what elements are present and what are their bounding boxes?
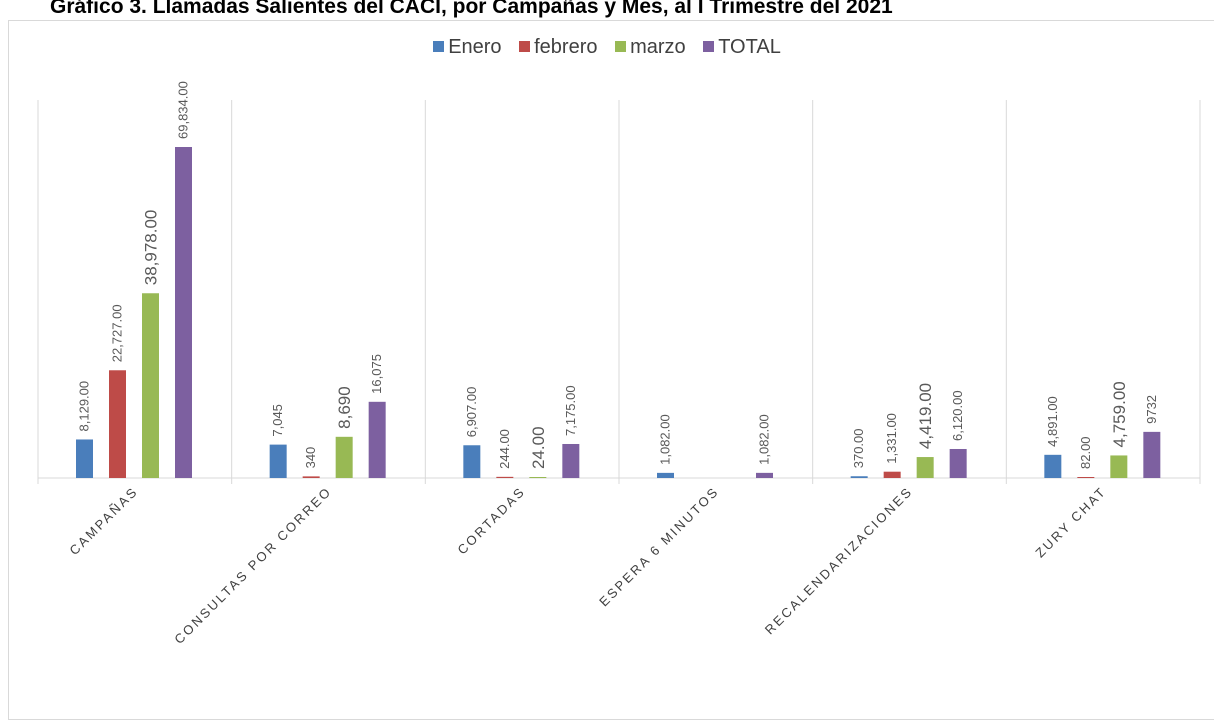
- legend: Enero febrero marzo TOTAL: [0, 36, 1214, 59]
- legend-label-febrero: febrero: [534, 36, 598, 58]
- bar-marzo-0: [142, 293, 159, 478]
- data-label: 244.00: [497, 429, 512, 469]
- legend-swatch-total: [703, 41, 715, 52]
- data-label: 340: [303, 447, 318, 469]
- data-label: 8,690: [335, 386, 354, 429]
- data-label: 4,759.00: [1110, 381, 1129, 447]
- data-label: 7,045: [270, 404, 285, 437]
- data-label: 69,834.00: [176, 81, 191, 139]
- legend-label-marzo: marzo: [630, 36, 686, 58]
- bar-enero-0: [76, 439, 93, 478]
- data-label: 9732: [1144, 395, 1159, 424]
- data-label: 6,907.00: [464, 387, 479, 438]
- bar-total-4: [949, 448, 967, 478]
- chart-title: Gráfico 3. Llamadas Salientes del CACI, …: [50, 0, 893, 18]
- data-label: 1,082.00: [757, 414, 772, 465]
- data-label: 4,891.00: [1045, 396, 1060, 447]
- category-label: ESPERA 6 MINUTOS: [596, 484, 722, 610]
- data-label: 22,727.00: [110, 304, 125, 362]
- bar-marzo-2: [529, 477, 547, 478]
- bar-febrero-4: [883, 471, 901, 478]
- legend-swatch-marzo: [615, 41, 627, 52]
- bar-total-5: [1143, 431, 1161, 478]
- legend-swatch-enero: [433, 41, 445, 52]
- category-label: RECALENDARIZACIONES: [762, 484, 916, 638]
- bar-enero-2: [463, 445, 481, 478]
- legend-item-total: TOTAL: [703, 36, 781, 59]
- legend-item-marzo: marzo: [615, 36, 686, 59]
- bar-enero-3: [657, 472, 674, 478]
- data-label: 6,120.00: [950, 390, 965, 441]
- data-label: 82.00: [1078, 436, 1093, 469]
- bar-total-3: [756, 472, 773, 478]
- data-label: 1,082.00: [658, 414, 673, 465]
- data-label: 8,129.00: [77, 381, 92, 432]
- legend-item-enero: Enero: [433, 36, 502, 59]
- data-label: 38,978.00: [142, 210, 161, 286]
- data-label: 7,175.00: [563, 385, 578, 436]
- bar-enero-1: [269, 444, 287, 478]
- data-label: 1,331.00: [884, 413, 899, 464]
- bar-total-2: [562, 443, 580, 478]
- category-label: CONSULTAS POR CORREO: [171, 484, 334, 647]
- bar-marzo-5: [1110, 455, 1128, 478]
- legend-swatch-febrero: [519, 41, 531, 52]
- data-label: 24.00: [529, 426, 548, 469]
- legend-label-total: TOTAL: [718, 36, 781, 58]
- bar-febrero-1: [302, 476, 320, 478]
- bar-total-0: [175, 147, 192, 478]
- category-label: CORTADAS: [454, 484, 528, 558]
- legend-item-febrero: febrero: [519, 36, 598, 59]
- category-label: CAMPAÑAS: [66, 484, 141, 559]
- data-label: 370.00: [851, 428, 866, 468]
- category-label: ZURY CHAT: [1032, 484, 1109, 561]
- bar-marzo-1: [335, 436, 353, 478]
- bar-febrero-0: [109, 370, 126, 478]
- bar-enero-4: [850, 476, 868, 478]
- bar-enero-5: [1044, 454, 1062, 478]
- bar-febrero-5: [1077, 477, 1095, 478]
- bar-total-1: [368, 401, 386, 478]
- bar-marzo-4: [916, 457, 934, 478]
- bar-febrero-2: [496, 476, 514, 478]
- data-label: 16,075: [369, 354, 384, 394]
- data-label: 4,419.00: [916, 383, 935, 449]
- legend-label-enero: Enero: [448, 36, 502, 58]
